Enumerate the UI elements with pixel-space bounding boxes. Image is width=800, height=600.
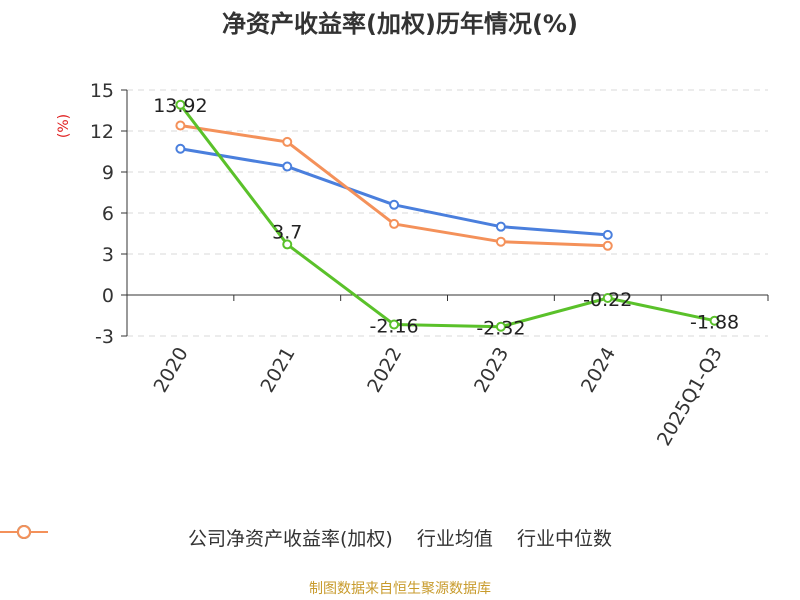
data-label: -2.16 [369, 316, 418, 338]
legend-item-industry-mean[interactable]: 行业均值 [0, 524, 493, 551]
y-tick-label: 12 [90, 121, 114, 143]
data-source-note: 制图数据来自恒生聚源数据库 [309, 581, 491, 597]
data-point [389, 199, 400, 210]
data-label: -0.22 [583, 289, 632, 311]
data-label: 3.7 [272, 221, 302, 243]
y-axis-label: (%) [56, 114, 72, 138]
x-tick-label: 2024 [577, 344, 620, 397]
data-point [495, 321, 506, 332]
x-tick-label: 2023 [470, 343, 513, 396]
y-tick-label: 0 [102, 285, 114, 307]
y-tick-label: -3 [95, 326, 114, 348]
y-tick-label: 15 [90, 80, 114, 102]
data-point [389, 218, 400, 229]
data-point [495, 236, 506, 247]
data-point [282, 136, 293, 147]
y-tick-label: 3 [102, 244, 114, 266]
data-point [602, 229, 613, 240]
data-label: -2.32 [476, 318, 525, 340]
x-tick-label: 2021 [256, 344, 299, 397]
legend-item-industry-median[interactable]: 行业中位数 [0, 524, 612, 551]
data-point [282, 239, 293, 250]
series-line [179, 103, 715, 329]
legend: 公司净资产收益率(加权) 行业均值 行业中位数 [0, 524, 800, 551]
x-tick-label: 2020 [150, 344, 193, 397]
data-point [495, 221, 506, 232]
legend-label-industry-median: 行业中位数 [516, 528, 612, 550]
data-point [282, 161, 293, 172]
legend-item-company[interactable]: 公司净资产收益率(加权) [0, 524, 393, 551]
chart-title: 净资产收益率(加权)历年情况(%) [222, 10, 578, 38]
x-tick-label: 2022 [363, 344, 406, 397]
data-point [709, 315, 720, 326]
data-label: -1.88 [690, 312, 739, 334]
data-point [389, 319, 400, 330]
data-label: 13.92 [153, 95, 207, 117]
data-point [175, 143, 186, 154]
data-point [175, 120, 186, 131]
legend-label-industry-mean: 行业均值 [416, 528, 493, 550]
data-point [602, 240, 613, 251]
legend-label-company: 公司净资产收益率(加权) [188, 528, 393, 550]
y-tick-label: 9 [102, 162, 114, 184]
y-tick-label: 6 [102, 203, 114, 225]
x-tick-label: 2025Q1-Q3 [653, 344, 727, 450]
legend-swatch-industry-median [0, 525, 48, 539]
line-chart: 15 12 9 6 3 0 -3 (%) 2020 2021 2022 2023 2024 2025Q1-… [56, 80, 769, 450]
data-point [175, 99, 186, 110]
data-point [602, 293, 613, 304]
